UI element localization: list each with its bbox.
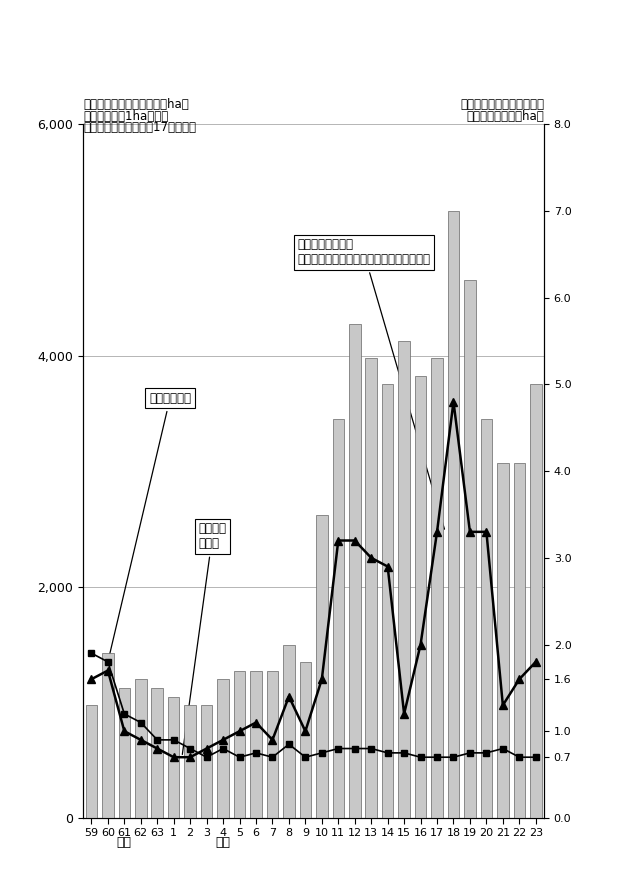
Bar xyxy=(283,645,294,818)
Bar xyxy=(118,688,130,818)
Text: 一般資産水害密度
（水害区域面窘あたりの一般資産被害額）: 一般資産水害密度 （水害区域面窘あたりの一般資産被害額） xyxy=(297,238,444,529)
Text: 一般資産被害額（千億円）: 一般資産被害額（千億円） xyxy=(460,98,544,111)
Text: 一般資産被害額（平成17年価格）: 一般資産被害額（平成17年価格） xyxy=(83,121,196,134)
Bar xyxy=(135,679,147,818)
Bar xyxy=(86,705,97,818)
Bar xyxy=(530,384,541,818)
Bar xyxy=(497,462,509,818)
Bar xyxy=(382,384,394,818)
Bar xyxy=(365,358,377,818)
Text: 水害区域面窘: 水害区域面窘 xyxy=(109,392,191,659)
Text: 平成: 平成 xyxy=(216,837,230,849)
Bar xyxy=(513,462,525,818)
Bar xyxy=(431,358,443,818)
Bar xyxy=(349,324,360,818)
Bar xyxy=(267,670,278,818)
Text: 水害区域面窘1haあたり: 水害区域面窘1haあたり xyxy=(83,109,168,123)
Bar xyxy=(481,419,492,818)
Bar xyxy=(316,515,328,818)
Bar xyxy=(250,670,262,818)
Text: 一般資産水害密度（万円／ha）: 一般資産水害密度（万円／ha） xyxy=(83,98,189,111)
Bar xyxy=(415,376,426,818)
Bar xyxy=(464,280,476,818)
Bar xyxy=(152,688,163,818)
Text: 水害区域面窘（万ha）: 水害区域面窘（万ha） xyxy=(467,109,544,123)
Text: 昭和: 昭和 xyxy=(117,837,132,849)
Bar xyxy=(300,661,311,818)
Bar xyxy=(333,419,344,818)
Bar xyxy=(102,653,114,818)
Text: 一般資産
被害額: 一般資産 被害額 xyxy=(182,523,227,755)
Bar xyxy=(234,670,245,818)
Bar xyxy=(201,705,212,818)
Bar xyxy=(218,679,229,818)
Bar xyxy=(398,341,410,818)
Bar xyxy=(168,696,179,818)
Bar xyxy=(184,705,196,818)
Bar xyxy=(448,211,460,818)
